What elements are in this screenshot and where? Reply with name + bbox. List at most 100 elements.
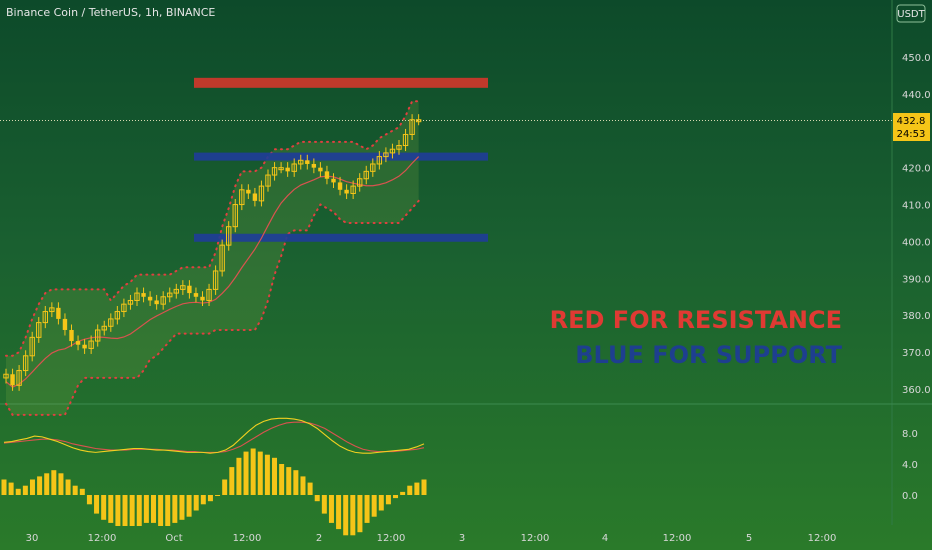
- histogram-bar: [293, 470, 299, 495]
- histogram-bar: [1, 479, 7, 495]
- candle-body: [291, 163, 297, 172]
- ma-line: [5, 156, 420, 388]
- histogram-bar: [328, 495, 334, 523]
- candle-body: [324, 171, 330, 179]
- candle-body: [101, 325, 107, 331]
- bar-countdown: 24:53: [897, 129, 926, 140]
- histogram-bar: [58, 473, 64, 495]
- histogram-bar: [307, 482, 313, 495]
- candle-body: [49, 307, 55, 313]
- candle-body: [36, 322, 42, 338]
- histogram-bar: [8, 482, 14, 495]
- candle-body: [56, 307, 61, 319]
- histogram-bar: [122, 495, 128, 526]
- histogram-bar: [414, 482, 420, 495]
- candle-body: [180, 285, 186, 290]
- histogram-bar: [400, 491, 406, 495]
- price-axis: 450.0440.0430.0420.0410.0400.0390.0380.0…: [902, 53, 931, 396]
- candle-body: [415, 119, 422, 123]
- osc-tick-label: 0.0: [902, 491, 918, 502]
- price-tick-label: 420.0: [902, 164, 931, 175]
- histogram-bar: [179, 495, 185, 520]
- currency-label: USDT: [897, 9, 925, 20]
- histogram-bar: [143, 495, 149, 523]
- candle-body: [22, 355, 29, 372]
- currency-badge[interactable]: USDT: [896, 4, 926, 23]
- histogram-bar: [200, 495, 206, 505]
- candle-body: [167, 292, 173, 298]
- candle-body: [154, 300, 159, 305]
- time-tick-label: 12:00: [663, 533, 692, 544]
- candle-body: [402, 133, 409, 147]
- histogram-bar: [336, 495, 342, 530]
- time-tick-label: 12:00: [88, 533, 117, 544]
- time-tick-label: 4: [602, 533, 608, 544]
- histogram-bar: [378, 495, 384, 511]
- price-tick-label: 390.0: [902, 274, 931, 285]
- histogram-bar: [229, 467, 235, 495]
- histogram-bar: [286, 467, 292, 495]
- histogram-bar: [357, 495, 363, 533]
- histogram-bar: [15, 488, 21, 495]
- price-tick-label: 400.0: [902, 237, 931, 248]
- histogram-bar: [371, 495, 377, 517]
- price-tick-label: 370.0: [902, 348, 931, 359]
- histogram-bar: [193, 495, 199, 511]
- candle-body: [42, 311, 48, 324]
- candle-body: [337, 182, 343, 190]
- histogram-bar: [115, 495, 121, 526]
- candle-body: [350, 185, 356, 194]
- histogram-bar: [272, 457, 278, 495]
- candle-body: [187, 285, 192, 294]
- candle-body: [29, 336, 35, 357]
- time-tick-label: 5: [746, 533, 752, 544]
- candle-body: [226, 226, 232, 246]
- histogram-bar: [79, 488, 85, 495]
- candle-body: [108, 318, 114, 327]
- candle-body: [409, 119, 415, 135]
- symbol-title: Binance Coin / TetherUS, 1h, BINANCE: [6, 6, 215, 19]
- support-line: [194, 233, 488, 242]
- candle-body: [134, 292, 140, 301]
- candle-body: [331, 178, 336, 183]
- candle-body: [246, 189, 251, 194]
- candle-body: [219, 244, 225, 272]
- candle-body: [232, 204, 238, 228]
- time-axis: 30 12:00 Oct 12:00 2 12:00 3 12:00 4 12:00 5 12:00: [26, 533, 837, 544]
- histogram-bar: [385, 495, 391, 505]
- oscillator-axis: 8.0 4.0 0.0: [902, 429, 918, 502]
- candle-body: [363, 170, 369, 180]
- osc-tick-label: 4.0: [902, 460, 918, 471]
- time-tick-label: 30: [26, 533, 39, 544]
- osc-tick-label: 8.0: [902, 429, 918, 440]
- histogram-bar: [186, 495, 192, 517]
- candle-body: [10, 374, 15, 386]
- candle-body: [95, 329, 101, 342]
- candle-body: [147, 296, 153, 301]
- candle-body: [193, 293, 199, 297]
- histogram-bar: [165, 495, 171, 526]
- histogram-bar: [101, 495, 107, 520]
- price-tick-label: 410.0: [902, 201, 931, 212]
- candle-body: [376, 156, 383, 165]
- lower-band-dots: [5, 199, 420, 416]
- last-price-value: 432.8: [897, 116, 926, 127]
- histogram-bar: [51, 470, 57, 495]
- candle-body: [383, 152, 389, 158]
- time-tick-label: 2: [316, 533, 322, 544]
- histogram-bar: [108, 495, 114, 523]
- histogram-bar: [314, 495, 320, 502]
- histogram-bar: [22, 485, 28, 495]
- candle-body: [344, 189, 349, 194]
- histogram-bar: [222, 479, 228, 495]
- histogram-bar: [215, 495, 221, 496]
- histogram-bar: [136, 495, 142, 526]
- channel-fill: [6, 101, 419, 415]
- moving-average: [5, 156, 420, 388]
- time-tick-label: 12:00: [808, 533, 837, 544]
- candles: [3, 114, 422, 391]
- candle-body: [285, 167, 290, 172]
- candle-body: [252, 193, 258, 201]
